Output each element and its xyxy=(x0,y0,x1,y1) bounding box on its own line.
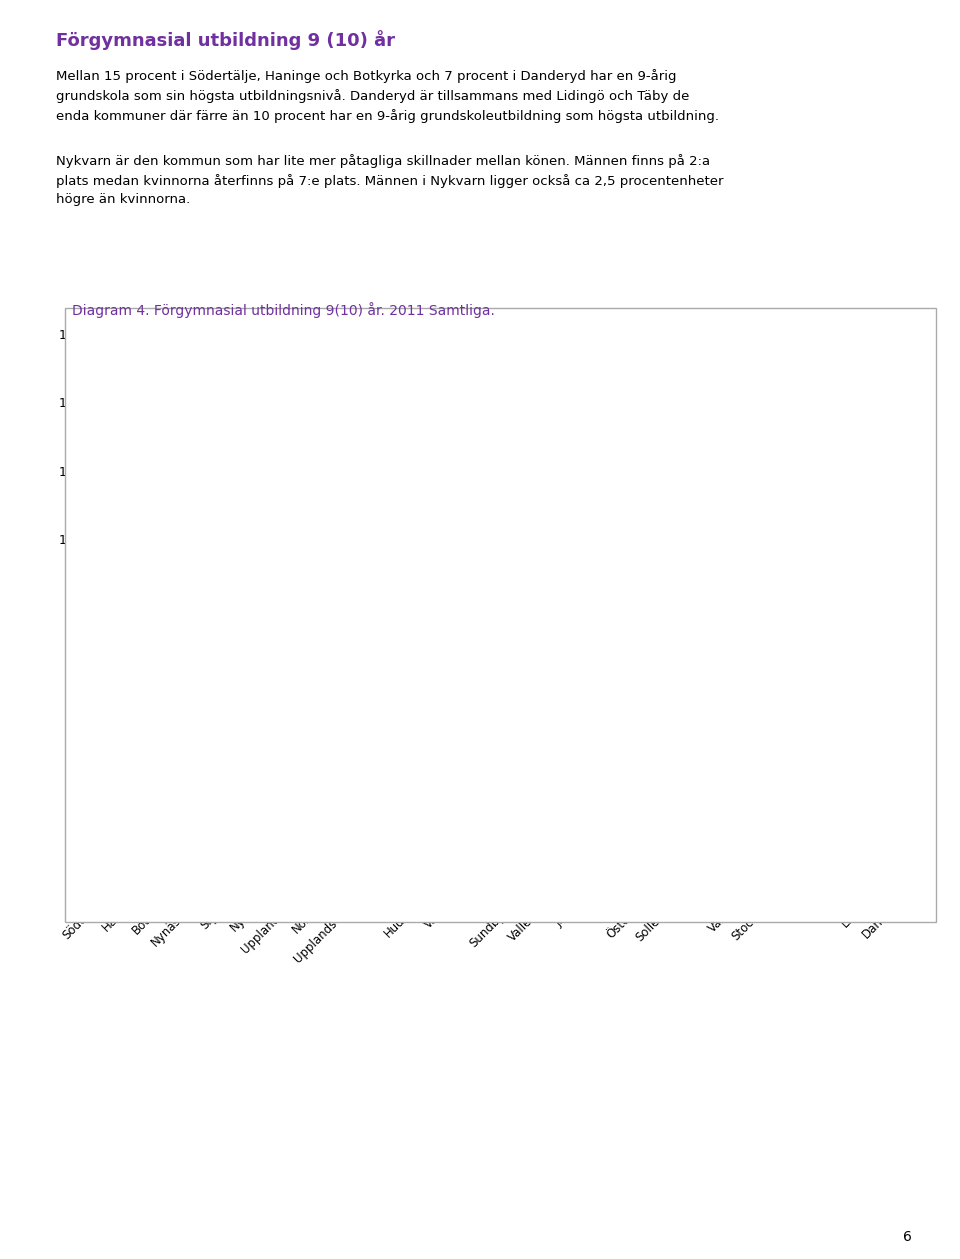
Bar xyxy=(290,419,317,881)
Bar xyxy=(227,400,253,881)
Bar xyxy=(578,481,605,881)
Bar xyxy=(897,647,924,881)
Bar xyxy=(258,402,285,881)
Bar xyxy=(514,467,540,881)
Text: 6: 6 xyxy=(903,1230,912,1244)
Bar xyxy=(418,457,444,881)
Bar xyxy=(641,486,668,881)
Text: Diagram 4. Förgymnasial utbildning 9(10) år. 2011 Samtliga.: Diagram 4. Förgymnasial utbildning 9(10)… xyxy=(72,302,494,319)
Bar xyxy=(354,448,381,881)
Bar xyxy=(162,385,189,881)
Text: Nykvarn är den kommun som har lite mer påtagliga skillnader mellan könen. Männen: Nykvarn är den kommun som har lite mer p… xyxy=(56,154,723,206)
Bar xyxy=(769,549,796,881)
Bar xyxy=(706,539,732,881)
Bar xyxy=(322,443,349,881)
Bar xyxy=(545,476,573,881)
Bar xyxy=(194,399,222,881)
Bar xyxy=(98,381,126,881)
Bar xyxy=(449,463,477,881)
Bar xyxy=(737,548,764,881)
Bar xyxy=(482,466,509,881)
Bar xyxy=(673,491,701,881)
Bar xyxy=(833,594,860,881)
Text: Förgymnasial utbildning 9 (10) år: Förgymnasial utbildning 9 (10) år xyxy=(56,30,395,50)
Bar xyxy=(610,482,636,881)
Bar xyxy=(386,449,413,881)
Text: Mellan 15 procent i Södertälje, Haninge och Botkyrka och 7 procent i Danderyd ha: Mellan 15 procent i Södertälje, Haninge … xyxy=(56,69,719,123)
Bar xyxy=(801,559,828,881)
Bar xyxy=(131,383,157,881)
Bar xyxy=(865,596,892,881)
